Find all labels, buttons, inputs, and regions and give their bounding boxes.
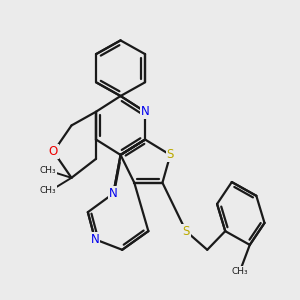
Text: N: N — [141, 105, 149, 118]
Text: N: N — [91, 233, 99, 246]
Text: CH₃: CH₃ — [40, 166, 56, 175]
Text: CH₃: CH₃ — [40, 186, 56, 195]
Text: O: O — [49, 145, 58, 158]
Text: S: S — [182, 225, 190, 238]
Text: CH₃: CH₃ — [232, 266, 248, 275]
Text: S: S — [167, 148, 174, 161]
Text: N: N — [109, 187, 118, 200]
